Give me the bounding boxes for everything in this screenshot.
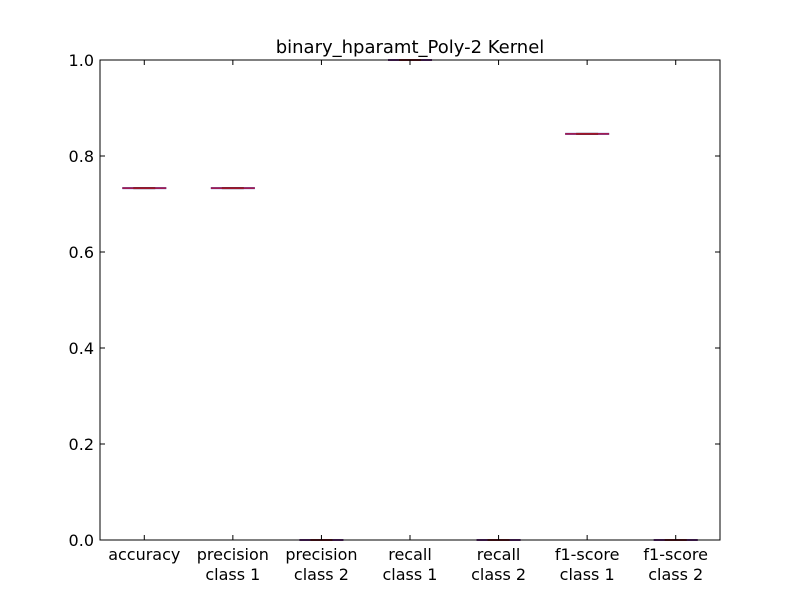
y-tick-label: 0.6 <box>69 243 94 262</box>
x-tick-label: f1-score class 1 <box>555 545 620 584</box>
y-tick-label: 1.0 <box>69 51 94 70</box>
x-tick-label: recall class 1 <box>383 545 438 584</box>
y-tick-label: 0.2 <box>69 435 94 454</box>
x-tick-label: accuracy <box>108 545 180 564</box>
x-tick-label: recall class 2 <box>471 545 526 584</box>
y-tick-label: 0.0 <box>69 531 94 550</box>
plot-frame <box>99 59 721 541</box>
chart-title: binary_hparamt_Poly-2 Kernel <box>276 37 545 58</box>
x-tick-label: precision class 2 <box>285 545 357 584</box>
y-tick-label: 0.8 <box>69 147 94 166</box>
x-tick-label: precision class 1 <box>197 545 269 584</box>
x-tick-label: f1-score class 2 <box>643 545 708 584</box>
y-tick-label: 0.4 <box>69 339 94 358</box>
